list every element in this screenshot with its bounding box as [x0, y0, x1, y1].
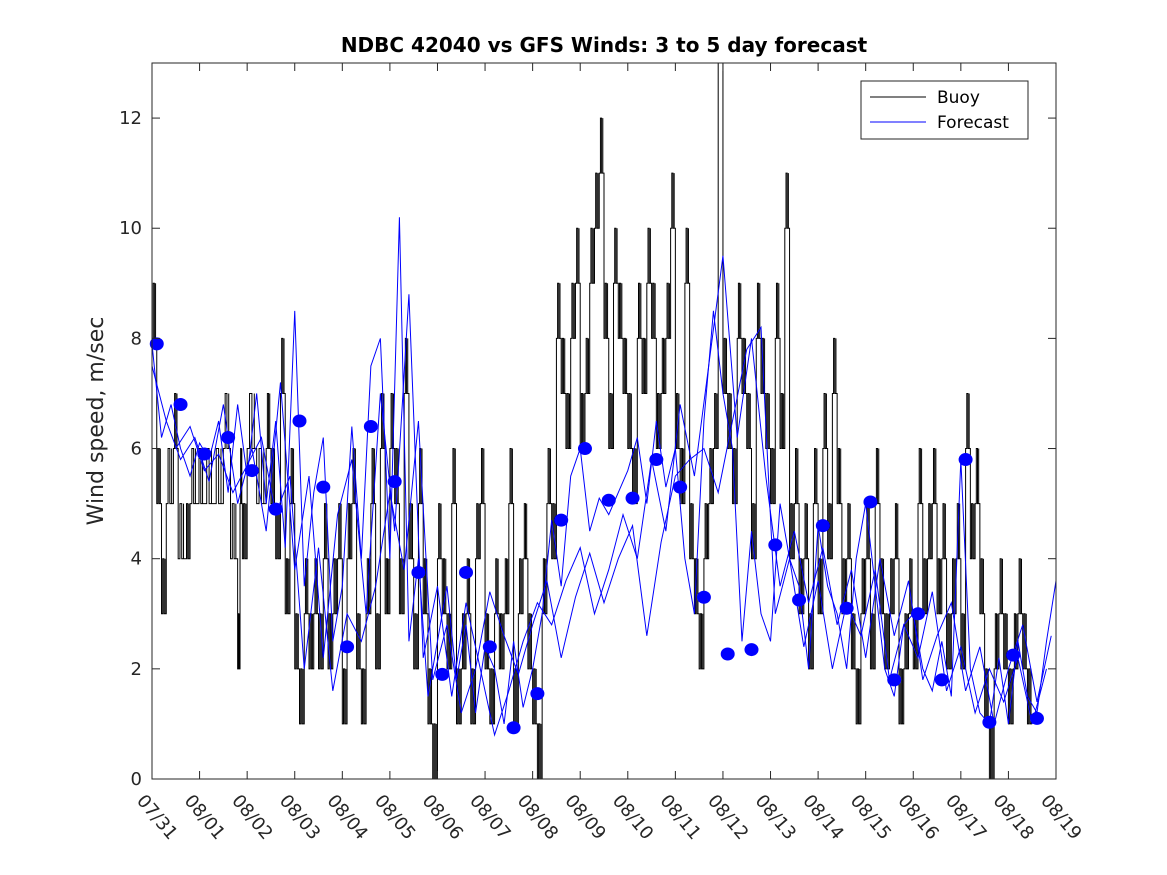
forecast-series-layer [152, 217, 1056, 737]
forecast-marker [911, 607, 926, 621]
forecast-marker [411, 565, 426, 579]
forecast-line-2 [152, 255, 1052, 737]
forecast-marker [982, 715, 997, 729]
forecast-marker [173, 397, 188, 411]
forecast-marker [268, 502, 283, 516]
forecast-marker [459, 565, 474, 579]
y-tick-label: 2 [131, 659, 142, 680]
forecast-marker [792, 593, 807, 607]
forecast-marker [863, 495, 878, 509]
y-axis-label: Wind speed, m/sec [84, 317, 109, 526]
y-axis-ticks: 0 2 4 6 8 10 12 [119, 108, 1056, 790]
forecast-marker [1029, 711, 1044, 725]
forecast-marker [316, 480, 331, 494]
y-tick-label: 0 [131, 769, 142, 790]
forecast-line-3 [175, 325, 1047, 725]
axes-background [152, 63, 1056, 779]
buoy-series-layer [152, 63, 1033, 779]
forecast-marker [221, 431, 236, 445]
forecast-marker [149, 337, 164, 351]
forecast-marker [482, 640, 497, 654]
forecast-marker [363, 420, 378, 434]
forecast-marker [744, 643, 759, 657]
forecast-marker [625, 491, 640, 505]
legend: Buoy Forecast [860, 80, 1029, 140]
forecast-marker [958, 453, 973, 467]
plot-area [149, 62, 1057, 780]
forecast-marker [887, 673, 902, 687]
forecast-marker [1006, 648, 1021, 662]
legend-forecast-label: Forecast [937, 113, 1009, 133]
forecast-marker [815, 519, 830, 533]
forecast-marker [673, 480, 688, 494]
forecast-marker [839, 601, 854, 615]
y-tick-label: 4 [131, 549, 142, 570]
forecast-marker [577, 442, 592, 456]
forecast-marker [506, 721, 521, 735]
y-tick-label: 6 [131, 439, 142, 460]
forecast-markers-layer [149, 337, 1044, 735]
y-tick-label: 10 [119, 218, 142, 239]
forecast-marker [435, 667, 450, 681]
y-tick-label: 12 [119, 108, 142, 129]
forecast-marker [530, 687, 545, 701]
forecast-marker [387, 475, 402, 489]
forecast-marker [292, 414, 307, 428]
forecast-marker [601, 493, 616, 507]
chart-title: NDBC 42040 vs GFS Winds: 3 to 5 day fore… [341, 33, 868, 57]
forecast-marker [244, 464, 259, 478]
forecast-marker [720, 647, 735, 661]
axes-frame [151, 62, 1057, 780]
forecast-marker [649, 453, 664, 467]
forecast-marker [696, 590, 711, 604]
forecast-marker [934, 673, 949, 687]
forecast-marker [768, 538, 783, 552]
y-tick-label: 8 [131, 328, 142, 349]
forecast-marker [340, 640, 355, 654]
forecast-marker [554, 513, 569, 527]
buoy-line [152, 63, 1033, 779]
forecast-marker [197, 447, 212, 461]
forecast-line-1 [152, 217, 1056, 726]
legend-buoy-label: Buoy [937, 88, 980, 108]
legend-box [860, 80, 1029, 140]
